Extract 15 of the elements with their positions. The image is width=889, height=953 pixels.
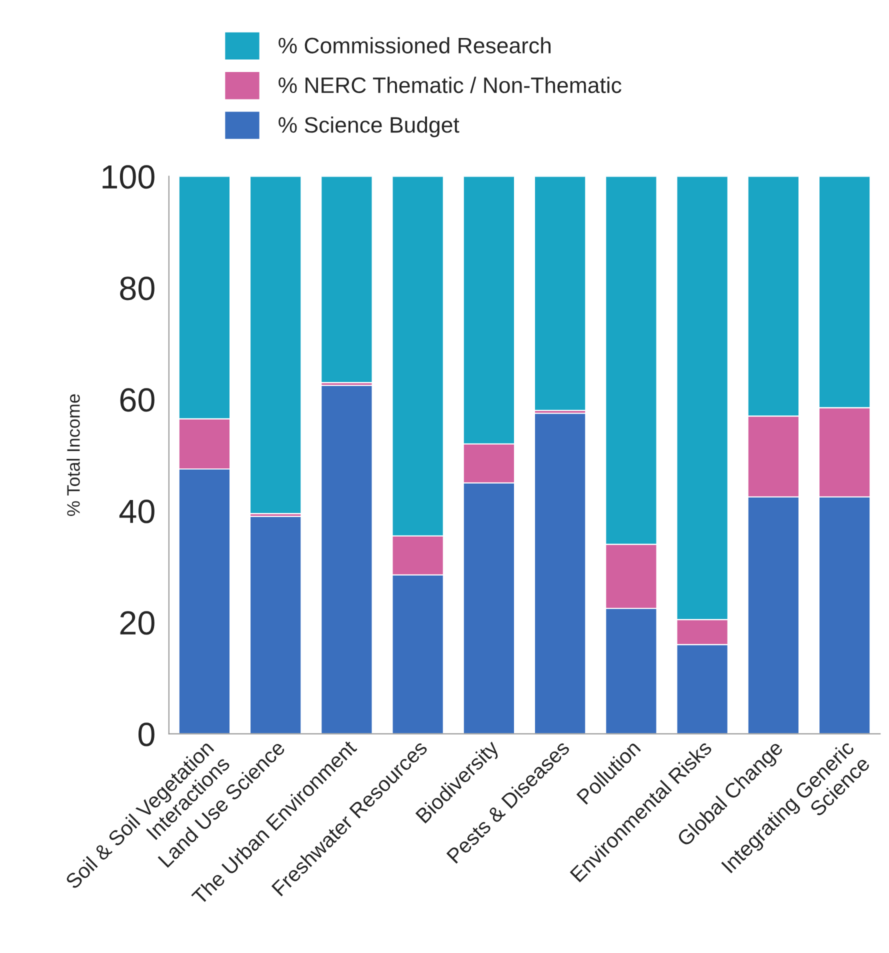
legend-label: % NERC Thematic / Non-Thematic bbox=[278, 76, 622, 94]
y-tick-label: 20 bbox=[120, 611, 154, 635]
y-tick-label: 40 bbox=[119, 500, 154, 524]
legend-label: % Science Budget bbox=[278, 116, 460, 138]
bar bbox=[534, 412, 586, 734]
legend-label: % Commissioned Research bbox=[278, 37, 551, 54]
y-axis-title: % Total Income bbox=[66, 394, 80, 516]
y-tick-label: 100 bbox=[102, 165, 154, 189]
bar bbox=[320, 384, 373, 734]
bar bbox=[320, 176, 373, 384]
y-tick-label: 80 bbox=[120, 276, 154, 300]
bar bbox=[249, 176, 302, 514]
bar bbox=[534, 176, 586, 412]
y-tick-label: 60 bbox=[120, 388, 154, 412]
bar bbox=[249, 516, 302, 734]
